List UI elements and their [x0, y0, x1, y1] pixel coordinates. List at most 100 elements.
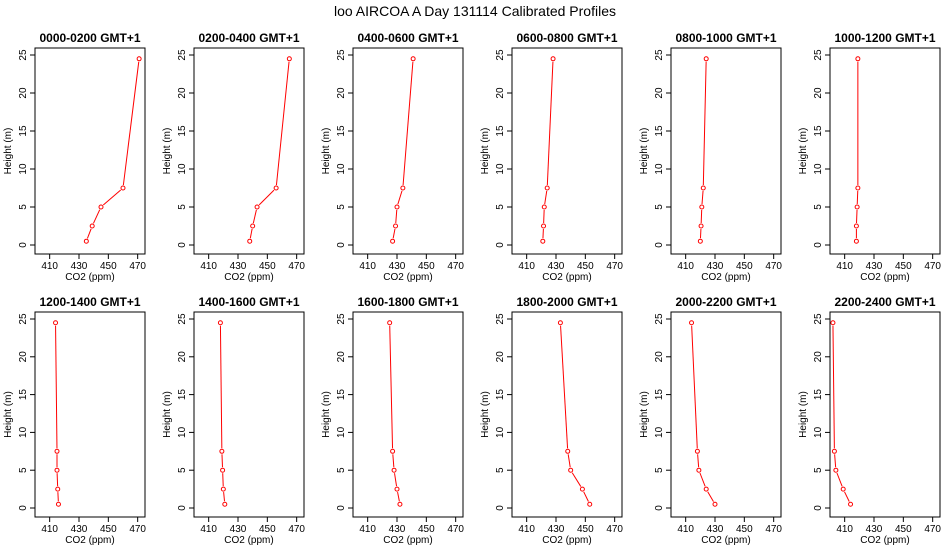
- data-point: [694, 448, 700, 454]
- data-point: [254, 204, 260, 210]
- y-tick-label: 25: [18, 313, 29, 325]
- x-tick-label: 430: [230, 524, 247, 535]
- y-tick-label: 10: [813, 426, 824, 438]
- data-point: [250, 223, 256, 229]
- profile-segment: [395, 209, 398, 224]
- x-tick-label: 410: [200, 261, 217, 272]
- data-point: [697, 238, 703, 244]
- data-point: [54, 467, 60, 473]
- y-tick-label: 15: [18, 389, 29, 401]
- panel-title: 0400-0600 GMT+1: [357, 31, 458, 45]
- x-axis-label: CO2 (ppm): [860, 535, 909, 546]
- panel-title: 0800-1000 GMT+1: [675, 31, 776, 45]
- x-tick-label: 430: [548, 524, 565, 535]
- y-tick-label: 25: [495, 313, 506, 325]
- data-point: [54, 448, 60, 454]
- data-point: [712, 501, 718, 507]
- data-point: [698, 223, 704, 229]
- profile-segment: [544, 190, 548, 205]
- panel-title: 0000-0200 GMT+1: [39, 31, 140, 45]
- y-tick-label: 5: [813, 204, 824, 210]
- y-tick-label: 20: [495, 351, 506, 363]
- panel-title: 2200-2400 GMT+1: [834, 295, 935, 309]
- x-tick-label: 450: [895, 261, 912, 272]
- plot-frame: [511, 311, 623, 518]
- data-point: [848, 501, 854, 507]
- y-tick-label: 15: [495, 389, 506, 401]
- y-tick-label: 0: [495, 505, 506, 511]
- x-tick-label: 450: [418, 524, 435, 535]
- profile-segment: [543, 209, 545, 224]
- y-tick-label: 0: [18, 505, 29, 511]
- y-axis-label: Height (m): [321, 128, 332, 175]
- y-axis-label: Height (m): [639, 391, 650, 438]
- y-axis-label: Height (m): [639, 128, 650, 175]
- x-axis-label: CO2 (ppm): [224, 272, 273, 283]
- x-tick-label: 470: [606, 261, 623, 272]
- y-tick-label: 15: [654, 125, 665, 137]
- profile-segment: [397, 491, 400, 502]
- y-tick-label: 15: [336, 389, 347, 401]
- y-tick-label: 20: [18, 351, 29, 363]
- profile-segment: [397, 190, 403, 205]
- panel-title: 1600-1800 GMT+1: [357, 295, 458, 309]
- x-tick-label: 430: [389, 261, 406, 272]
- data-point: [565, 448, 571, 454]
- profile-panel: 0000-0200 GMT+1 0 5 10 15 20 25 410 430 450 470 CO2…: [3, 31, 146, 283]
- y-tick-label: 10: [654, 426, 665, 438]
- profile-segment: [701, 190, 704, 205]
- profile-segment: [832, 325, 835, 449]
- x-tick-label: 470: [765, 524, 782, 535]
- plot-frame: [829, 47, 941, 255]
- y-axis-label: Height (m): [3, 128, 14, 175]
- data-point: [89, 223, 95, 229]
- plot-frame: [193, 311, 305, 518]
- x-tick-label: 410: [836, 261, 853, 272]
- data-point: [220, 467, 226, 473]
- y-tick-label: 0: [654, 505, 665, 511]
- y-tick-label: 5: [18, 204, 29, 210]
- data-point: [853, 238, 859, 244]
- profile-segment: [86, 228, 92, 239]
- y-tick-label: 25: [336, 313, 347, 325]
- y-tick-label: 5: [336, 204, 347, 210]
- y-tick-label: 10: [18, 426, 29, 438]
- y-tick-label: 15: [18, 125, 29, 137]
- y-tick-label: 10: [654, 163, 665, 175]
- profile-segment: [402, 61, 414, 186]
- data-point: [120, 185, 126, 191]
- profile-segment: [122, 61, 140, 186]
- x-axis-label: CO2 (ppm): [65, 272, 114, 283]
- y-tick-label: 25: [813, 49, 824, 61]
- x-tick-label: 470: [288, 261, 305, 272]
- data-point: [696, 467, 702, 473]
- y-tick-label: 0: [813, 505, 824, 511]
- profile-segment: [56, 473, 59, 487]
- data-point: [689, 320, 695, 326]
- y-tick-label: 15: [813, 389, 824, 401]
- panel-title: 1400-1600 GMT+1: [198, 295, 299, 309]
- x-tick-label: 470: [129, 261, 146, 272]
- data-point: [394, 204, 400, 210]
- x-tick-label: 430: [866, 261, 883, 272]
- profile-segment: [389, 325, 394, 449]
- profile-segment: [697, 454, 700, 468]
- panels-grid: 0000-0200 GMT+1 0 5 10 15 20 25 410 430 450 470 CO2…: [3, 31, 941, 546]
- y-tick-label: 10: [18, 163, 29, 175]
- x-tick-label: 470: [765, 261, 782, 272]
- x-tick-label: 450: [100, 524, 117, 535]
- y-tick-label: 15: [654, 389, 665, 401]
- y-tick-label: 15: [495, 125, 506, 137]
- data-point: [557, 320, 563, 326]
- y-tick-label: 10: [336, 163, 347, 175]
- x-axis-label: CO2 (ppm): [383, 535, 432, 546]
- x-tick-label: 410: [677, 261, 694, 272]
- y-tick-label: 20: [336, 87, 347, 99]
- data-point: [830, 320, 836, 326]
- y-tick-label: 10: [813, 163, 824, 175]
- profile-segment: [571, 472, 582, 487]
- plot-frame: [352, 311, 464, 518]
- data-point: [833, 467, 839, 473]
- data-point: [855, 56, 861, 62]
